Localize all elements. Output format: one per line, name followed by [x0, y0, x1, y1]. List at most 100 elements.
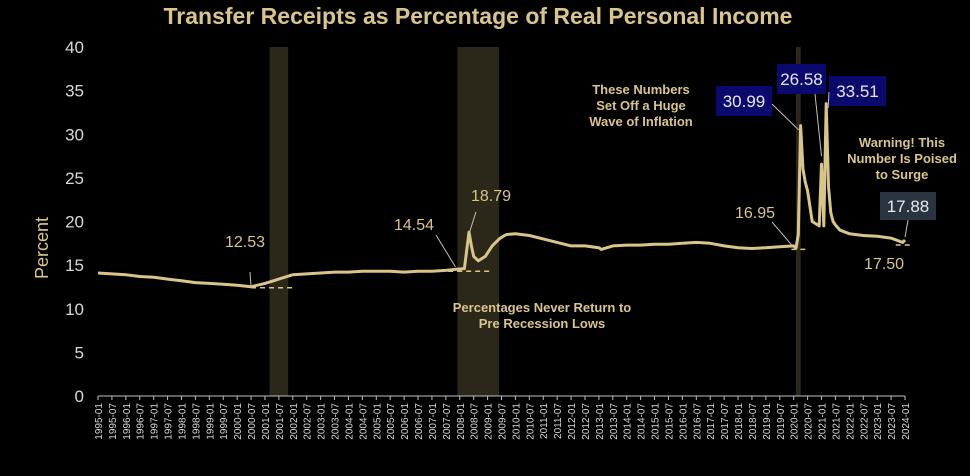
leader-17-88: [904, 219, 909, 238]
data-label-12-53: 12.53: [225, 234, 265, 251]
x-tick-label: 2007-01: [428, 403, 439, 440]
series-group: [97, 102, 907, 289]
data-label-17-88: 17.88: [887, 197, 930, 216]
leader-14-54: [435, 234, 456, 268]
x-tick-label: 2009-07: [498, 403, 509, 440]
x-tick-label: 2002-07: [303, 403, 314, 440]
x-tick-label: 2012-07: [581, 403, 592, 440]
note-never-return-line-1: Pre Recession Lows: [479, 316, 605, 331]
note-inflation-line-0: These Numbers: [592, 82, 690, 97]
x-tick-label: 2014-07: [637, 403, 648, 440]
x-tick-label: 2019-07: [776, 403, 787, 440]
data-label-17-88-box: [880, 192, 936, 220]
x-tick-label: 2013-07: [609, 403, 620, 440]
x-tick-label: 2001-01: [261, 403, 272, 440]
x-tick-label: 2013-01: [595, 403, 606, 440]
note-inflation-line-1: Set Off a Huge: [596, 98, 686, 113]
leader-30-99: [771, 103, 799, 131]
y-tick-label: 20: [65, 213, 84, 232]
x-tick-label: 2000-07: [247, 403, 258, 440]
x-tick-label: 2007-07: [442, 403, 453, 440]
data-label-30-99-box: [716, 86, 772, 116]
x-tick-label: 2011-07: [553, 403, 564, 439]
x-tick-label: 2018-01: [734, 403, 745, 440]
x-tick-label: 2000-01: [233, 403, 244, 440]
note-warning-line-2: to Surge: [876, 167, 929, 182]
x-tick-label: 2006-07: [414, 403, 425, 440]
recession-band-0: [269, 47, 289, 396]
x-tick-label: 2017-01: [706, 403, 717, 440]
x-tick-label: 1996-01: [122, 403, 133, 440]
x-tick-label: 2022-07: [859, 403, 870, 440]
y-axis-label: Percent: [32, 217, 52, 279]
x-tick-label: 1996-07: [136, 403, 147, 440]
x-tick-label: 2004-01: [344, 403, 355, 440]
x-tick-label: 2005-07: [386, 403, 397, 440]
x-tick-label: 1999-01: [205, 403, 216, 440]
x-tick-label: 1998-01: [177, 403, 188, 440]
x-tick-label: 1997-07: [164, 403, 175, 440]
y-tick-label: 10: [65, 300, 84, 319]
x-tick-label: 2005-01: [372, 403, 383, 440]
data-label-14-54: 14.54: [394, 217, 434, 234]
x-tick-label: 1995-07: [108, 403, 119, 440]
data-label-18-79: 18.79: [471, 188, 511, 205]
x-tick-label: 2021-01: [818, 403, 829, 440]
data-label-17-50: 17.50: [864, 256, 904, 273]
annotations-group: 12.53 14.54 18.79 16.95 30.99 26.58 33.51 17.88…: [225, 64, 936, 287]
recession-shading-group: [269, 47, 801, 396]
y-axis: 0 5 10 15 20 25 30 35 40: [65, 38, 84, 406]
x-tick-label: 2016-07: [692, 403, 703, 440]
x-tick-label: 1995-01: [94, 403, 105, 440]
x-tick-label: 2008-07: [470, 403, 481, 440]
x-tick-label: 2010-01: [511, 403, 522, 440]
x-tick-label: 2006-01: [400, 403, 411, 440]
x-tick-label: 2023-01: [873, 403, 884, 440]
x-tick-label: 2017-07: [720, 403, 731, 440]
x-tick-label: 2003-01: [317, 403, 328, 440]
x-tick-label: 2021-07: [831, 403, 842, 440]
chart-title: Transfer Receipts as Percentage of Real …: [164, 3, 793, 29]
dashed-guide-lines: [251, 244, 912, 289]
leader-18-79: [468, 211, 477, 234]
note-warning-line-0: Warning! This: [859, 135, 945, 150]
x-tick-label: 2020-07: [804, 403, 815, 440]
leader-12-53: [249, 271, 252, 287]
x-tick-label: 2018-07: [748, 403, 759, 440]
y-tick-label: 30: [65, 125, 84, 144]
recession-band-1: [457, 47, 500, 396]
data-label-33-51-box: [829, 76, 886, 106]
x-tick-label: 2015-01: [651, 403, 662, 440]
y-tick-label: 0: [75, 387, 84, 406]
x-tick-label: 2016-01: [678, 403, 689, 440]
x-tick-label: 2015-07: [664, 403, 675, 440]
data-label-26-58-box: [777, 64, 826, 94]
y-tick-label: 40: [65, 38, 84, 57]
leader-26-58: [814, 93, 823, 157]
x-tick-label: 2019-01: [762, 403, 773, 440]
y-tick-label: 5: [75, 343, 84, 362]
series-line-0: [97, 102, 907, 289]
leader-33-51: [827, 91, 830, 109]
note-never-return-line-0: Percentages Never Return to: [453, 300, 632, 315]
x-tick-label: 2011-01: [539, 403, 550, 439]
x-tick-label: 2008-01: [456, 403, 467, 440]
x-tick-label: 2014-01: [623, 403, 634, 440]
data-label-26-58: 26.58: [780, 70, 823, 89]
x-tick-label: 1999-07: [219, 403, 230, 440]
x-tick-label: 1998-07: [191, 403, 202, 440]
x-tick-label: 2001-07: [275, 403, 286, 440]
leader-16-95: [771, 221, 795, 249]
data-label-16-95: 16.95: [735, 205, 775, 222]
note-warning-line-1: Number Is Poised: [847, 151, 957, 166]
x-tick-label: 2010-07: [525, 403, 536, 440]
x-axis: 1995-01 1995-07 1996-01 1996-07 1997-01 1997-…: [94, 395, 912, 440]
y-tick-label: 15: [65, 256, 84, 275]
x-tick-label: 2004-07: [358, 403, 369, 440]
data-label-33-51: 33.51: [836, 82, 879, 101]
x-tick-label: 2002-01: [289, 403, 300, 440]
data-label-30-99: 30.99: [723, 92, 766, 111]
x-tick-label: 2022-01: [845, 403, 856, 440]
